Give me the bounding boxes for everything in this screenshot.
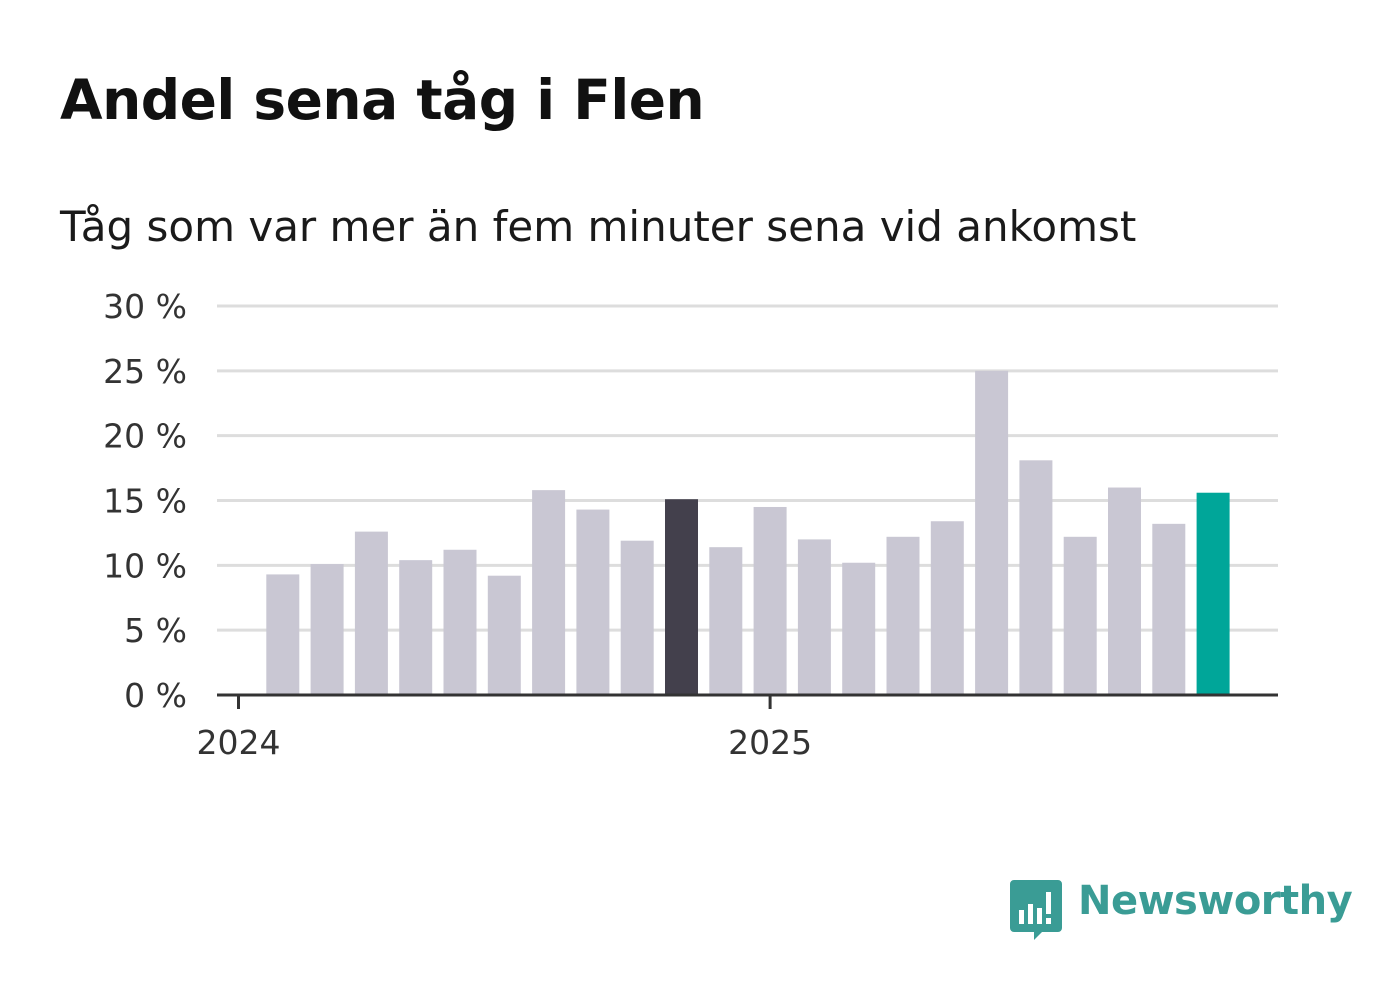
bar-2025-02 [797,539,831,695]
bar-2024-06 [443,549,477,695]
bar-2024-07 [487,575,521,695]
x-tick-label: 2024 [197,723,281,762]
newsworthy-logo: Newsworthy [1010,878,1353,942]
y-tick-label: 30 % [103,287,187,326]
bar-2024-03 [310,564,344,695]
bar-2025-06 [975,370,1009,695]
bar-2024-11 [665,499,698,695]
bar-2025-08 [1063,536,1097,695]
bar-2024-09 [576,509,610,695]
chart-title: Andel sena tåg i Flen [60,68,705,132]
bar-2024-02 [266,574,300,695]
bar-2025-05 [930,521,964,695]
x-axis [217,693,1278,709]
bar-2025-11 [1196,492,1230,695]
y-tick-label: 5 % [124,611,187,650]
y-axis-labels: 0 % 5 % 10 % 15 % 20 % 25 % 30 % [103,287,187,715]
bar-2024-05 [399,560,433,695]
y-tick-label: 10 % [103,546,187,585]
bar-2024-08 [532,490,566,695]
bar-2024-10 [620,540,654,695]
y-tick-label: 20 % [103,417,187,456]
brand-name: Newsworthy [1078,878,1353,924]
gridlines [217,304,1278,632]
bar-2025-07 [1019,460,1053,695]
bar-chart-speech-bubble-icon [1010,880,1062,940]
bar-2024-04 [354,531,388,695]
bars [266,370,1230,695]
bar-2025-04 [886,536,920,695]
y-tick-label: 25 % [103,352,187,391]
chart-subtitle: Tåg som var mer än fem minuter sena vid … [60,202,1137,251]
bar-2025-01 [753,506,787,695]
bar-2024-12 [709,547,743,695]
y-tick-label: 0 % [124,676,187,715]
bar-2025-09 [1108,487,1141,695]
bar-2025-10 [1152,523,1186,695]
y-tick-label: 15 % [103,482,187,521]
bar-2025-03 [842,562,876,695]
x-axis-labels: 2024 2025 [197,723,813,762]
x-tick-label: 2025 [728,723,812,762]
